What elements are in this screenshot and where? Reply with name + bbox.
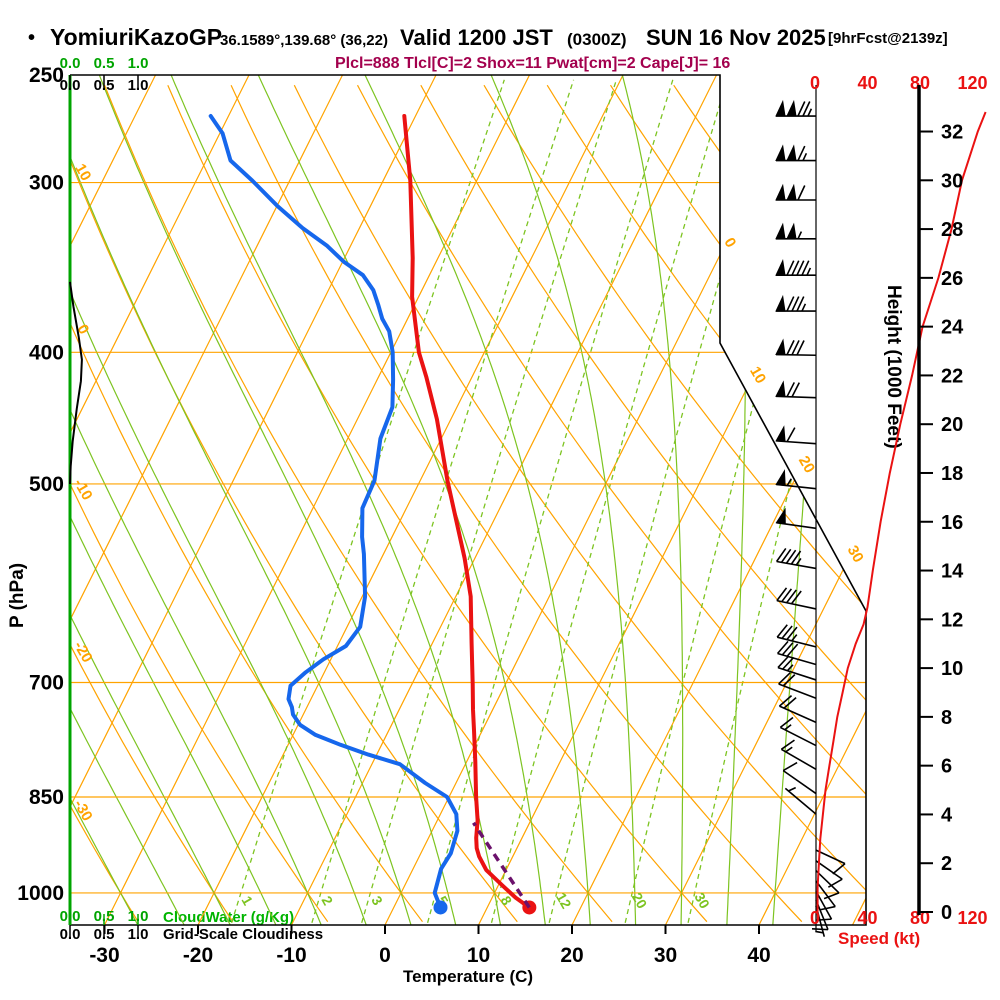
svg-text:26: 26 xyxy=(941,268,963,290)
svg-text:0: 0 xyxy=(720,235,739,251)
svg-text:4: 4 xyxy=(941,804,953,826)
cloudiness-profile xyxy=(69,281,83,485)
cloudiness-scale-title: Grid-Scale Cloudiness xyxy=(163,926,324,943)
svg-text:22: 22 xyxy=(941,365,963,387)
grid-lines xyxy=(70,75,866,925)
valid-time: Valid 1200 JST xyxy=(400,25,553,50)
svg-text:120: 120 xyxy=(957,73,987,93)
svg-text:10: 10 xyxy=(941,658,963,680)
svg-text:40: 40 xyxy=(857,908,877,928)
svg-text:6: 6 xyxy=(941,756,952,778)
svg-text:250: 250 xyxy=(29,64,64,87)
svg-text:-20: -20 xyxy=(70,638,96,665)
svg-text:24: 24 xyxy=(941,317,964,339)
svg-text:0.5: 0.5 xyxy=(94,55,115,72)
svg-text:80: 80 xyxy=(910,73,930,93)
svg-text:12: 12 xyxy=(941,609,963,631)
svg-text:8: 8 xyxy=(941,707,952,729)
title-bullet-icon: • xyxy=(28,27,36,49)
svg-text:14: 14 xyxy=(941,561,964,583)
svg-text:12: 12 xyxy=(553,890,575,912)
svg-text:28: 28 xyxy=(941,219,963,241)
svg-text:40: 40 xyxy=(857,73,877,93)
svg-text:0: 0 xyxy=(379,944,391,967)
temperature-axis-title: Temperature (C) xyxy=(403,967,534,986)
svg-text:-20: -20 xyxy=(183,944,213,967)
svg-text:20: 20 xyxy=(795,453,818,476)
svg-text:1000: 1000 xyxy=(17,882,64,905)
svg-text:120: 120 xyxy=(957,908,987,928)
svg-text:700: 700 xyxy=(29,671,64,694)
station-coords: 36.1589°,139.68° (36,22) xyxy=(220,32,388,49)
wind-barbs xyxy=(775,85,846,937)
svg-text:2: 2 xyxy=(319,893,337,908)
stability-indices: Plcl=888 Tlcl[C]=2 Shox=11 Pwat[cm]=2 Ca… xyxy=(335,55,731,72)
svg-text:10: 10 xyxy=(71,161,94,184)
svg-text:10: 10 xyxy=(746,364,769,387)
svg-text:0: 0 xyxy=(810,908,820,928)
cloudwater-scale-title: CloudWater (g/Kg) xyxy=(163,909,295,926)
svg-text:20: 20 xyxy=(629,890,651,912)
svg-text:-30: -30 xyxy=(89,944,119,967)
svg-text:16: 16 xyxy=(941,512,963,534)
svg-text:1: 1 xyxy=(239,893,257,908)
svg-text:32: 32 xyxy=(941,122,963,144)
svg-text:850: 850 xyxy=(29,786,64,809)
dewpoint-curve xyxy=(208,114,460,915)
cloud-scales: 0.00.00.50.51.01.00.00.00.50.51.01.0 xyxy=(60,55,149,943)
valid-time-z: (0300Z) xyxy=(567,30,627,49)
svg-text:-10: -10 xyxy=(276,944,306,967)
parcel-path xyxy=(472,821,531,909)
svg-text:2: 2 xyxy=(941,853,952,875)
svg-text:0: 0 xyxy=(810,73,820,93)
temperature-curve xyxy=(402,114,537,915)
svg-text:0: 0 xyxy=(941,902,952,924)
svg-text:300: 300 xyxy=(29,172,64,195)
svg-text:-10: -10 xyxy=(70,476,96,503)
station-name: YomiuriKazoGP xyxy=(50,24,223,50)
svg-text:1.0: 1.0 xyxy=(128,55,149,72)
svg-text:500: 500 xyxy=(29,473,64,496)
speed-axis-title: Speed (kt) xyxy=(838,929,921,948)
surface-dewpoint-dot xyxy=(433,900,448,915)
svg-text:18: 18 xyxy=(941,463,963,485)
svg-text:3: 3 xyxy=(368,893,386,908)
svg-text:400: 400 xyxy=(29,341,64,364)
svg-text:30: 30 xyxy=(654,944,677,967)
svg-text:20: 20 xyxy=(560,944,583,967)
svg-text:30: 30 xyxy=(941,170,963,192)
svg-text:30: 30 xyxy=(844,543,867,566)
svg-text:10: 10 xyxy=(467,944,490,967)
svg-text:20: 20 xyxy=(941,414,963,436)
speed-curve xyxy=(816,111,987,912)
svg-text:-30: -30 xyxy=(70,797,96,824)
svg-text:30: 30 xyxy=(691,890,713,912)
valid-date: SUN 16 Nov 2025 xyxy=(646,25,826,50)
svg-text:40: 40 xyxy=(747,944,770,967)
plot-border xyxy=(70,74,867,926)
svg-text:0.0: 0.0 xyxy=(60,55,81,72)
forecast-tag: [9hrFcst@2139z] xyxy=(828,30,948,47)
